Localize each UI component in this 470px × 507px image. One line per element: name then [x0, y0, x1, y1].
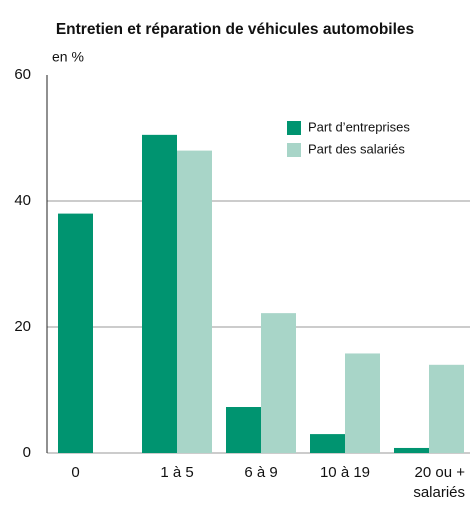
legend-label: Part des salariés [308, 141, 405, 156]
bar [310, 434, 345, 453]
x-tick-label: 20 ou + salariés [413, 464, 465, 501]
x-tick-label: 0 [71, 464, 80, 481]
x-tick-label: 1 à 5 [160, 464, 194, 481]
chart-title: Entretien et réparation de véhicules aut… [56, 21, 414, 38]
x-tick-label: 10 à 19 [319, 464, 371, 481]
legend-swatch [287, 121, 301, 135]
bar [429, 364, 464, 453]
bar [345, 353, 380, 453]
bar [58, 213, 93, 453]
y-tick-label: 40 [14, 192, 31, 209]
y-axis-label: en % [52, 49, 84, 65]
x-tick-label: 6 à 9 [244, 464, 278, 481]
bar [261, 313, 296, 453]
legend-label: Part d’entreprises [308, 119, 410, 134]
bar [142, 134, 177, 453]
y-tick-label: 60 [14, 66, 31, 83]
bar [394, 447, 429, 453]
bar [226, 407, 261, 453]
y-tick-label: 20 [14, 318, 31, 335]
y-tick-label: 0 [23, 444, 31, 461]
legend-swatch [287, 143, 301, 157]
bar [177, 150, 212, 453]
